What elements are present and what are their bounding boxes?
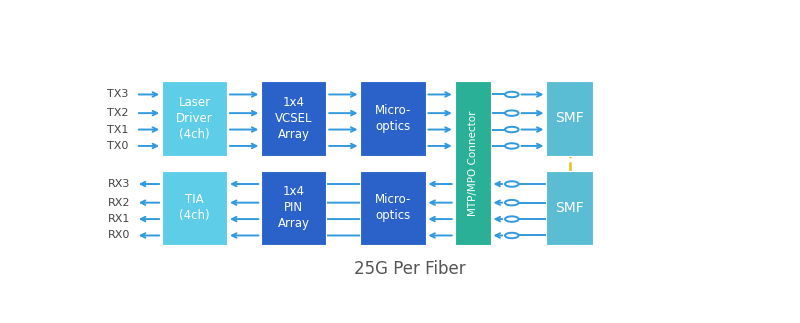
Text: TIA
(4ch): TIA (4ch)	[179, 193, 210, 222]
FancyBboxPatch shape	[262, 171, 326, 245]
Text: TX1: TX1	[107, 125, 129, 135]
FancyBboxPatch shape	[360, 171, 426, 245]
FancyBboxPatch shape	[162, 171, 227, 245]
Text: 1x4
VCSEL
Array: 1x4 VCSEL Array	[275, 96, 313, 141]
FancyBboxPatch shape	[162, 81, 227, 156]
Text: Micro-
optics: Micro- optics	[374, 104, 411, 133]
Text: RX1: RX1	[107, 214, 130, 224]
FancyBboxPatch shape	[360, 81, 426, 156]
Text: SMF: SMF	[555, 111, 584, 125]
Text: 25G Per Fiber: 25G Per Fiber	[354, 259, 466, 277]
Text: 1x4
PIN
Array: 1x4 PIN Array	[278, 185, 310, 230]
FancyBboxPatch shape	[454, 81, 490, 245]
Text: RX2: RX2	[107, 198, 130, 208]
FancyBboxPatch shape	[262, 81, 326, 156]
Text: TX2: TX2	[107, 108, 129, 118]
Text: Laser
Driver
(4ch): Laser Driver (4ch)	[176, 96, 213, 141]
FancyBboxPatch shape	[546, 81, 593, 156]
Text: SMF: SMF	[555, 201, 584, 215]
FancyBboxPatch shape	[546, 171, 593, 245]
Text: RX3: RX3	[107, 179, 130, 189]
Text: TX3: TX3	[107, 89, 129, 99]
Text: RX0: RX0	[107, 231, 130, 241]
Text: TX0: TX0	[107, 141, 129, 151]
Text: MTP/MPO Connector: MTP/MPO Connector	[468, 110, 478, 216]
Text: Micro-
optics: Micro- optics	[374, 193, 411, 222]
